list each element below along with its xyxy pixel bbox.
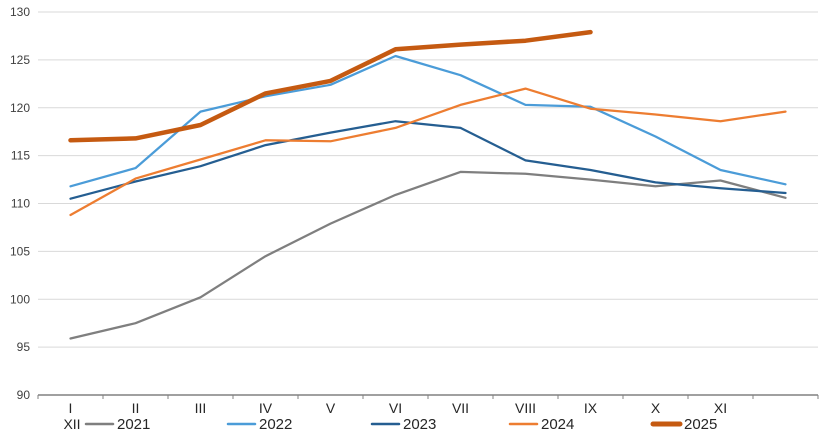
legend-label-2023: 2023 bbox=[403, 416, 436, 433]
series-2022-line bbox=[69, 54, 787, 188]
x-axis-label-IX: IX bbox=[584, 400, 598, 416]
y-axis-label-100: 100 bbox=[10, 292, 30, 306]
y-axis-label-95: 95 bbox=[17, 340, 31, 354]
y-axis-label-120: 120 bbox=[10, 101, 30, 115]
series-2025-line bbox=[68, 29, 593, 143]
x-axis-label-II: II bbox=[132, 400, 140, 416]
x-axis-label-X: X bbox=[651, 400, 661, 416]
series-2023-line bbox=[69, 120, 787, 200]
y-axis-label-115: 115 bbox=[11, 149, 30, 163]
legend-label-2021: 2021 bbox=[117, 416, 150, 433]
y-axis-label-105: 105 bbox=[10, 244, 30, 258]
x-axis-label-VIII: VIII bbox=[515, 400, 536, 416]
x-axis-label-I: I bbox=[69, 400, 73, 416]
series-2024-line bbox=[69, 87, 787, 217]
legend-label-2025: 2025 bbox=[684, 416, 717, 433]
x-axis-label-IV: IV bbox=[259, 400, 273, 416]
x-axis-label-XI: XI bbox=[714, 400, 727, 416]
y-axis-label-130: 130 bbox=[10, 5, 30, 19]
x-axis-label-XII-wrapped: XII bbox=[63, 416, 80, 432]
legend-label-2022: 2022 bbox=[259, 416, 292, 433]
x-axis-label-III: III bbox=[195, 400, 207, 416]
y-axis-label-90: 90 bbox=[17, 388, 31, 402]
x-axis-label-VII: VII bbox=[452, 400, 469, 416]
series-2021-line bbox=[69, 170, 787, 340]
legend-label-2024: 2024 bbox=[541, 416, 574, 433]
y-axis-label-125: 125 bbox=[10, 53, 30, 67]
y-axis-label-110: 110 bbox=[11, 197, 30, 211]
x-axis-label-VI: VI bbox=[389, 400, 402, 416]
x-axis-label-V: V bbox=[326, 400, 336, 416]
